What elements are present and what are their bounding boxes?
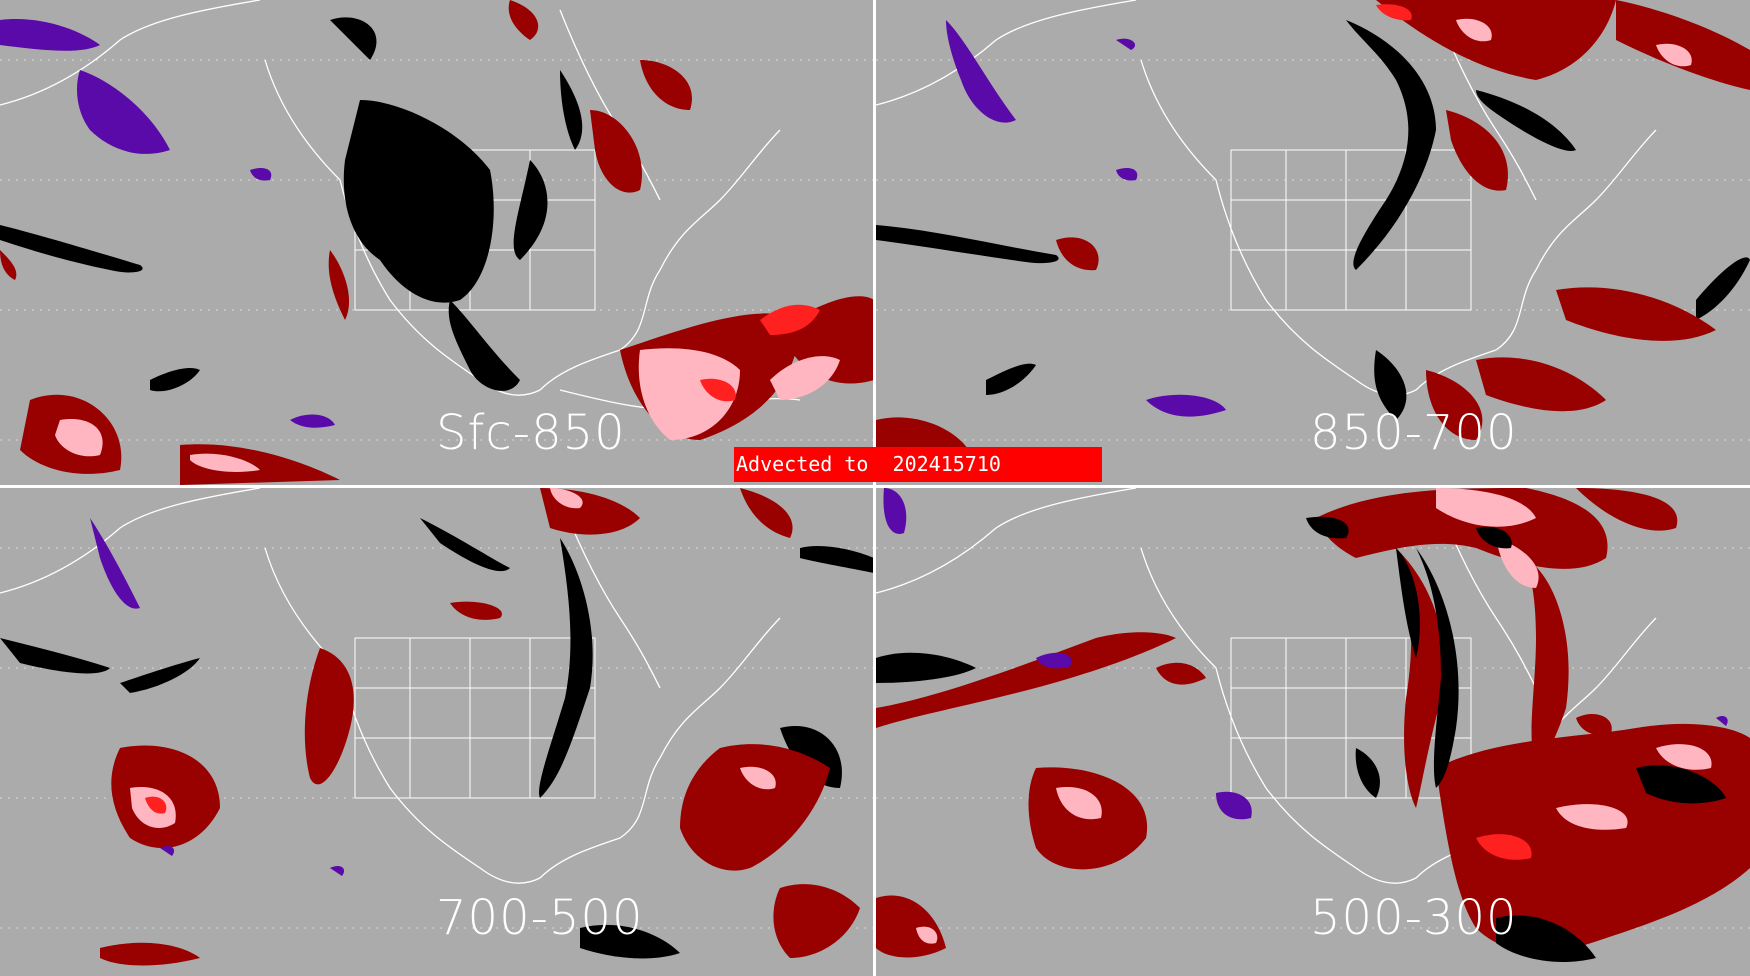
map-700-500 (0, 488, 874, 966)
panel-divider-vertical (873, 0, 876, 976)
layer-label-sfc-850: Sfc-850 (436, 405, 626, 461)
map-panel-sfc-850: Sfc-850 (0, 0, 874, 485)
layer-label-500-300: 500-300 (1310, 890, 1518, 946)
advected-time-banner: Advected to 202415710 (734, 447, 1102, 482)
map-panel-850-700: 850-700 (876, 0, 1750, 485)
layer-label-700-500: 700-500 (436, 890, 644, 946)
layer-label-850-700: 850-700 (1310, 405, 1518, 461)
map-500-300 (876, 488, 1750, 963)
map-panel-500-300: 500-300 (876, 488, 1750, 973)
panel-divider-horizontal (0, 485, 1750, 488)
map-panel-700-500: 700-500 (0, 488, 874, 973)
map-sfc-850 (0, 0, 874, 485)
